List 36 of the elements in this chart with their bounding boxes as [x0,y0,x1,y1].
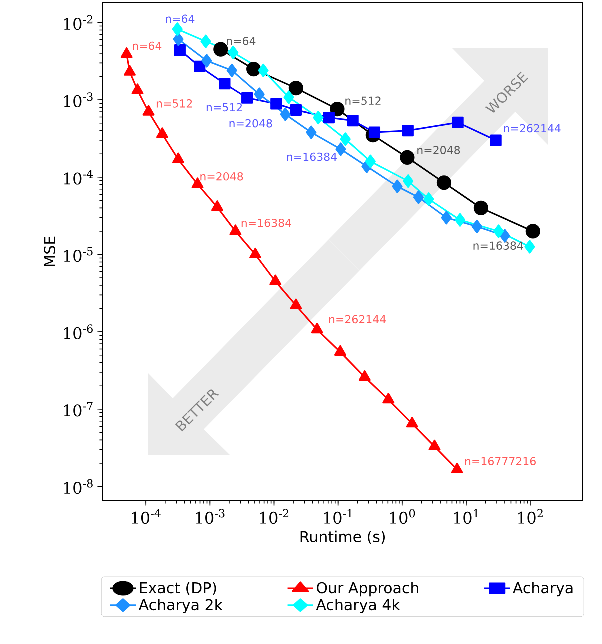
legend-label: Acharya [513,582,573,597]
x-tick-label: 10$^{-3}$ [196,509,225,524]
x-tick-label: 10$^{2}$ [518,509,543,524]
y-tick-label: 10$^{-5}$ [64,247,93,262]
legend-label: Acharya 2k [138,598,223,614]
annotation: n=2048 [418,146,460,154]
x-tick-label: 10$^{-4}$ [132,509,161,524]
y-tick-label: 10$^{-8}$ [64,479,93,494]
y-tick-label: 10$^{-2}$ [64,15,93,30]
y-tick-label: 10$^{-6}$ [64,324,93,340]
annotation: n=16777216 [466,457,536,466]
legend-label: Acharya 4k [316,598,400,614]
legend-label: Exact (DP) [140,582,216,596]
x-axis-title: Runtime (s) [300,530,386,544]
y-tick-label: 10$^{-3}$ [64,92,93,108]
annotation: n=64 [133,42,162,50]
annotation: n=16384 [242,218,292,228]
annotation: n=64 [166,14,195,24]
annotation: n=16384 [474,242,524,250]
annotation: n=512 [206,103,242,112]
annotation: n=262144 [504,124,561,133]
annotation: n=2048 [230,119,272,128]
y-tick-label: 10$^{-4}$ [64,170,94,185]
annotation: n=16384 [287,152,337,162]
y-tick-label: 10$^{-7}$ [64,402,93,417]
annotation: n=64 [227,37,256,46]
x-tick-label: 10$^{-1}$ [324,509,352,524]
x-tick-label: 10$^{1}$ [454,509,478,524]
annotation: n=262144 [330,315,386,324]
annotation: n=512 [346,96,381,106]
legend-label: Our Approach [317,582,418,597]
y-axis-title: MSE [44,236,56,266]
x-tick-label: 10$^{-2}$ [260,509,289,524]
x-tick-label: 10$^{0}$ [390,509,416,524]
annotation: n=2048 [200,172,244,181]
annotation: n=512 [156,100,192,108]
